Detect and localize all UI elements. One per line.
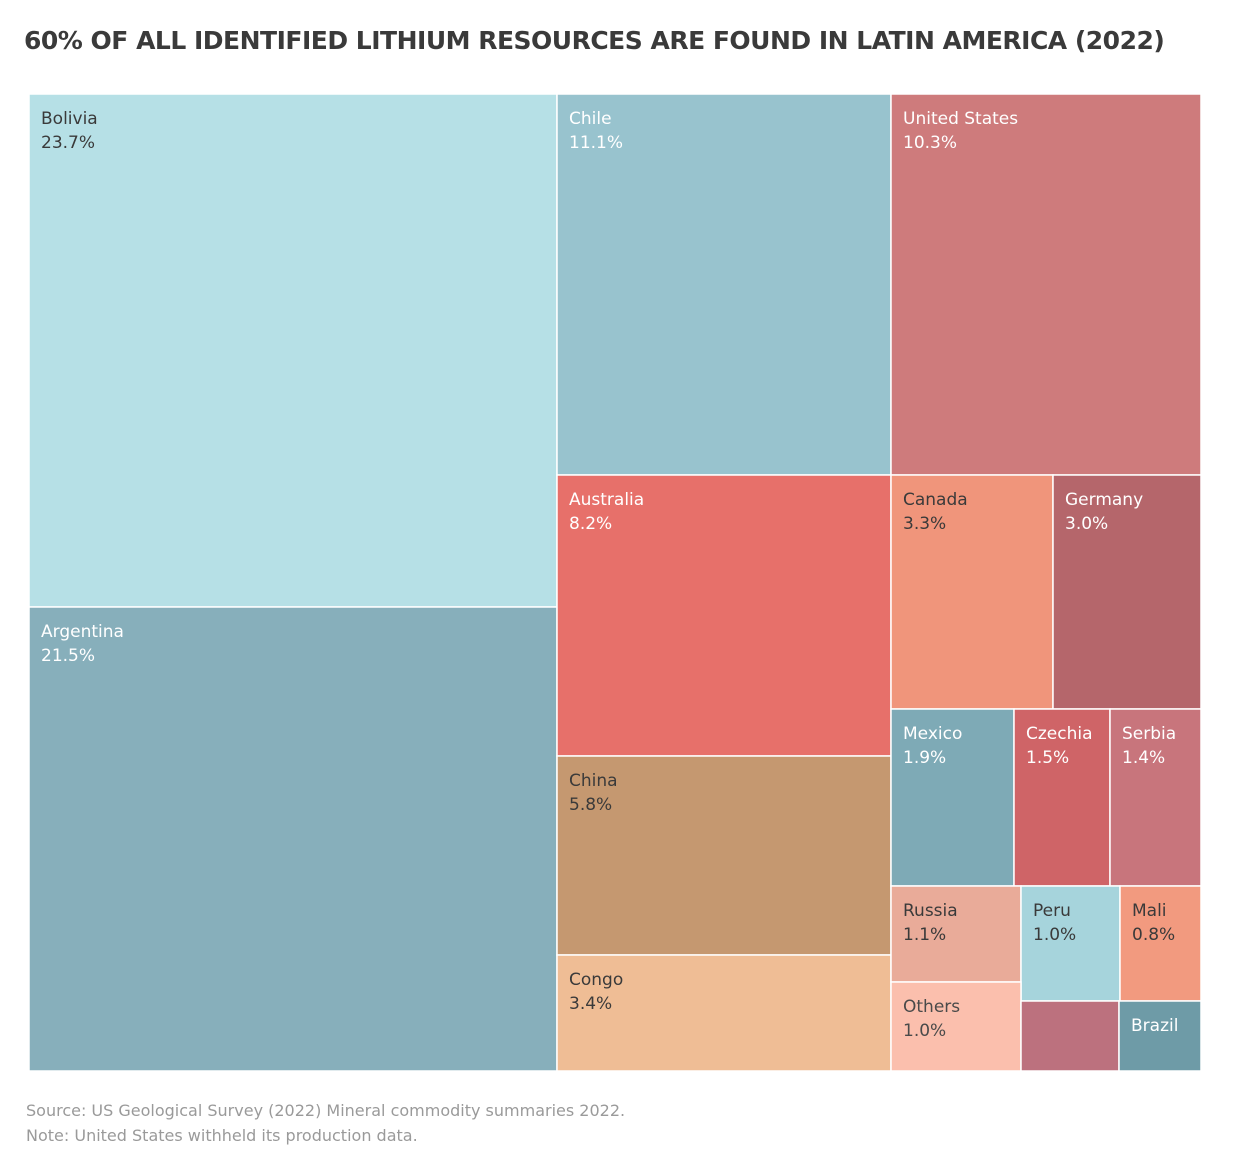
tile-value-argentina: 21.5% <box>41 646 95 666</box>
tile-value-czechia: 1.5% <box>1026 748 1069 768</box>
tile-australia: Australia 8.2% <box>556 474 892 757</box>
tile-name-others: Others <box>903 997 960 1017</box>
tile-value-canada: 3.3% <box>903 514 946 534</box>
tile-value-bolivia: 23.7% <box>41 133 95 153</box>
source-note: Source: US Geological Survey (2022) Mine… <box>26 1101 626 1120</box>
tile-mali: Mali 0.8% <box>1119 885 1202 1002</box>
tile-others: Others 1.0% <box>890 981 1022 1072</box>
tile-germany: Germany 3.0% <box>1052 474 1202 710</box>
tile-argentina: Argentina 21.5% <box>28 606 558 1072</box>
tile-rect-others <box>890 981 1022 1072</box>
tile-value-mexico: 1.9% <box>903 748 946 768</box>
tile-value-australia: 8.2% <box>569 514 612 534</box>
tile-name-canada: Canada <box>903 490 968 510</box>
tile-name-argentina: Argentina <box>41 622 124 642</box>
tile-rect-chile <box>556 93 892 476</box>
tile-czechia: Czechia 1.5% <box>1013 708 1111 887</box>
tile-name-czechia: Czechia <box>1026 724 1093 744</box>
tile-value-china: 5.8% <box>569 795 612 815</box>
footnote: Note: United States withheld its product… <box>26 1126 418 1145</box>
tile-rect-china <box>556 755 892 956</box>
tile-serbia: Serbia 1.4% <box>1109 708 1202 887</box>
tile-rect-russia <box>890 885 1022 983</box>
tile-name-germany: Germany <box>1065 490 1143 510</box>
tile-rect-argentina <box>28 606 558 1072</box>
tile-peru: Peru 1.0% <box>1020 885 1121 1002</box>
tile-mexico: Mexico 1.9% <box>890 708 1015 887</box>
tile-rect-czechia <box>1013 708 1111 887</box>
tile-value-chile: 11.1% <box>569 133 623 153</box>
tile-rect-germany <box>1052 474 1202 710</box>
tile-value-others: 1.0% <box>903 1021 946 1041</box>
tile-congo: Congo 3.4% <box>556 954 892 1072</box>
tile-name-brazil: Brazil <box>1131 1016 1178 1036</box>
tile-name-china: China <box>569 771 618 791</box>
tile-value-united-states: 10.3% <box>903 133 957 153</box>
tile-united-states: United States 10.3% <box>890 93 1202 476</box>
tile-chile: Chile 11.1% <box>556 93 892 476</box>
tile-rect-congo <box>556 954 892 1072</box>
tile-rect-united-states <box>890 93 1202 476</box>
tile-rect-unlabeled <box>1020 1000 1120 1072</box>
tile-value-russia: 1.1% <box>903 925 946 945</box>
tile-name-bolivia: Bolivia <box>41 109 98 129</box>
tile-name-mexico: Mexico <box>903 724 962 744</box>
tile-rect-brazil <box>1118 1000 1202 1072</box>
tile-rect-serbia <box>1109 708 1202 887</box>
tile-name-russia: Russia <box>903 901 958 921</box>
tile-rect-australia <box>556 474 892 757</box>
tile-value-serbia: 1.4% <box>1122 748 1165 768</box>
tile-value-peru: 1.0% <box>1033 925 1076 945</box>
tile-value-germany: 3.0% <box>1065 514 1108 534</box>
tile-bolivia: Bolivia 23.7% <box>28 93 558 608</box>
tile-rect-canada <box>890 474 1054 710</box>
tile-brazil: Brazil <box>1118 1000 1202 1072</box>
tile-name-peru: Peru <box>1033 901 1071 921</box>
tile-name-serbia: Serbia <box>1122 724 1176 744</box>
tile-name-australia: Australia <box>569 490 644 510</box>
tile-value-congo: 3.4% <box>569 994 612 1014</box>
tile-canada: Canada 3.3% <box>890 474 1054 710</box>
tile-rect-bolivia <box>28 93 558 608</box>
tile-unlabeled <box>1020 1000 1120 1072</box>
tile-value-mali: 0.8% <box>1132 925 1175 945</box>
tile-name-united-states: United States <box>903 109 1018 129</box>
tile-name-congo: Congo <box>569 970 623 990</box>
tile-name-mali: Mali <box>1132 901 1167 921</box>
tile-china: China 5.8% <box>556 755 892 956</box>
chart-title: 60% OF ALL IDENTIFIED LITHIUM RESOURCES … <box>24 26 1165 55</box>
tile-rect-peru <box>1020 885 1121 1002</box>
tile-russia: Russia 1.1% <box>890 885 1022 983</box>
tile-name-chile: Chile <box>569 109 612 129</box>
